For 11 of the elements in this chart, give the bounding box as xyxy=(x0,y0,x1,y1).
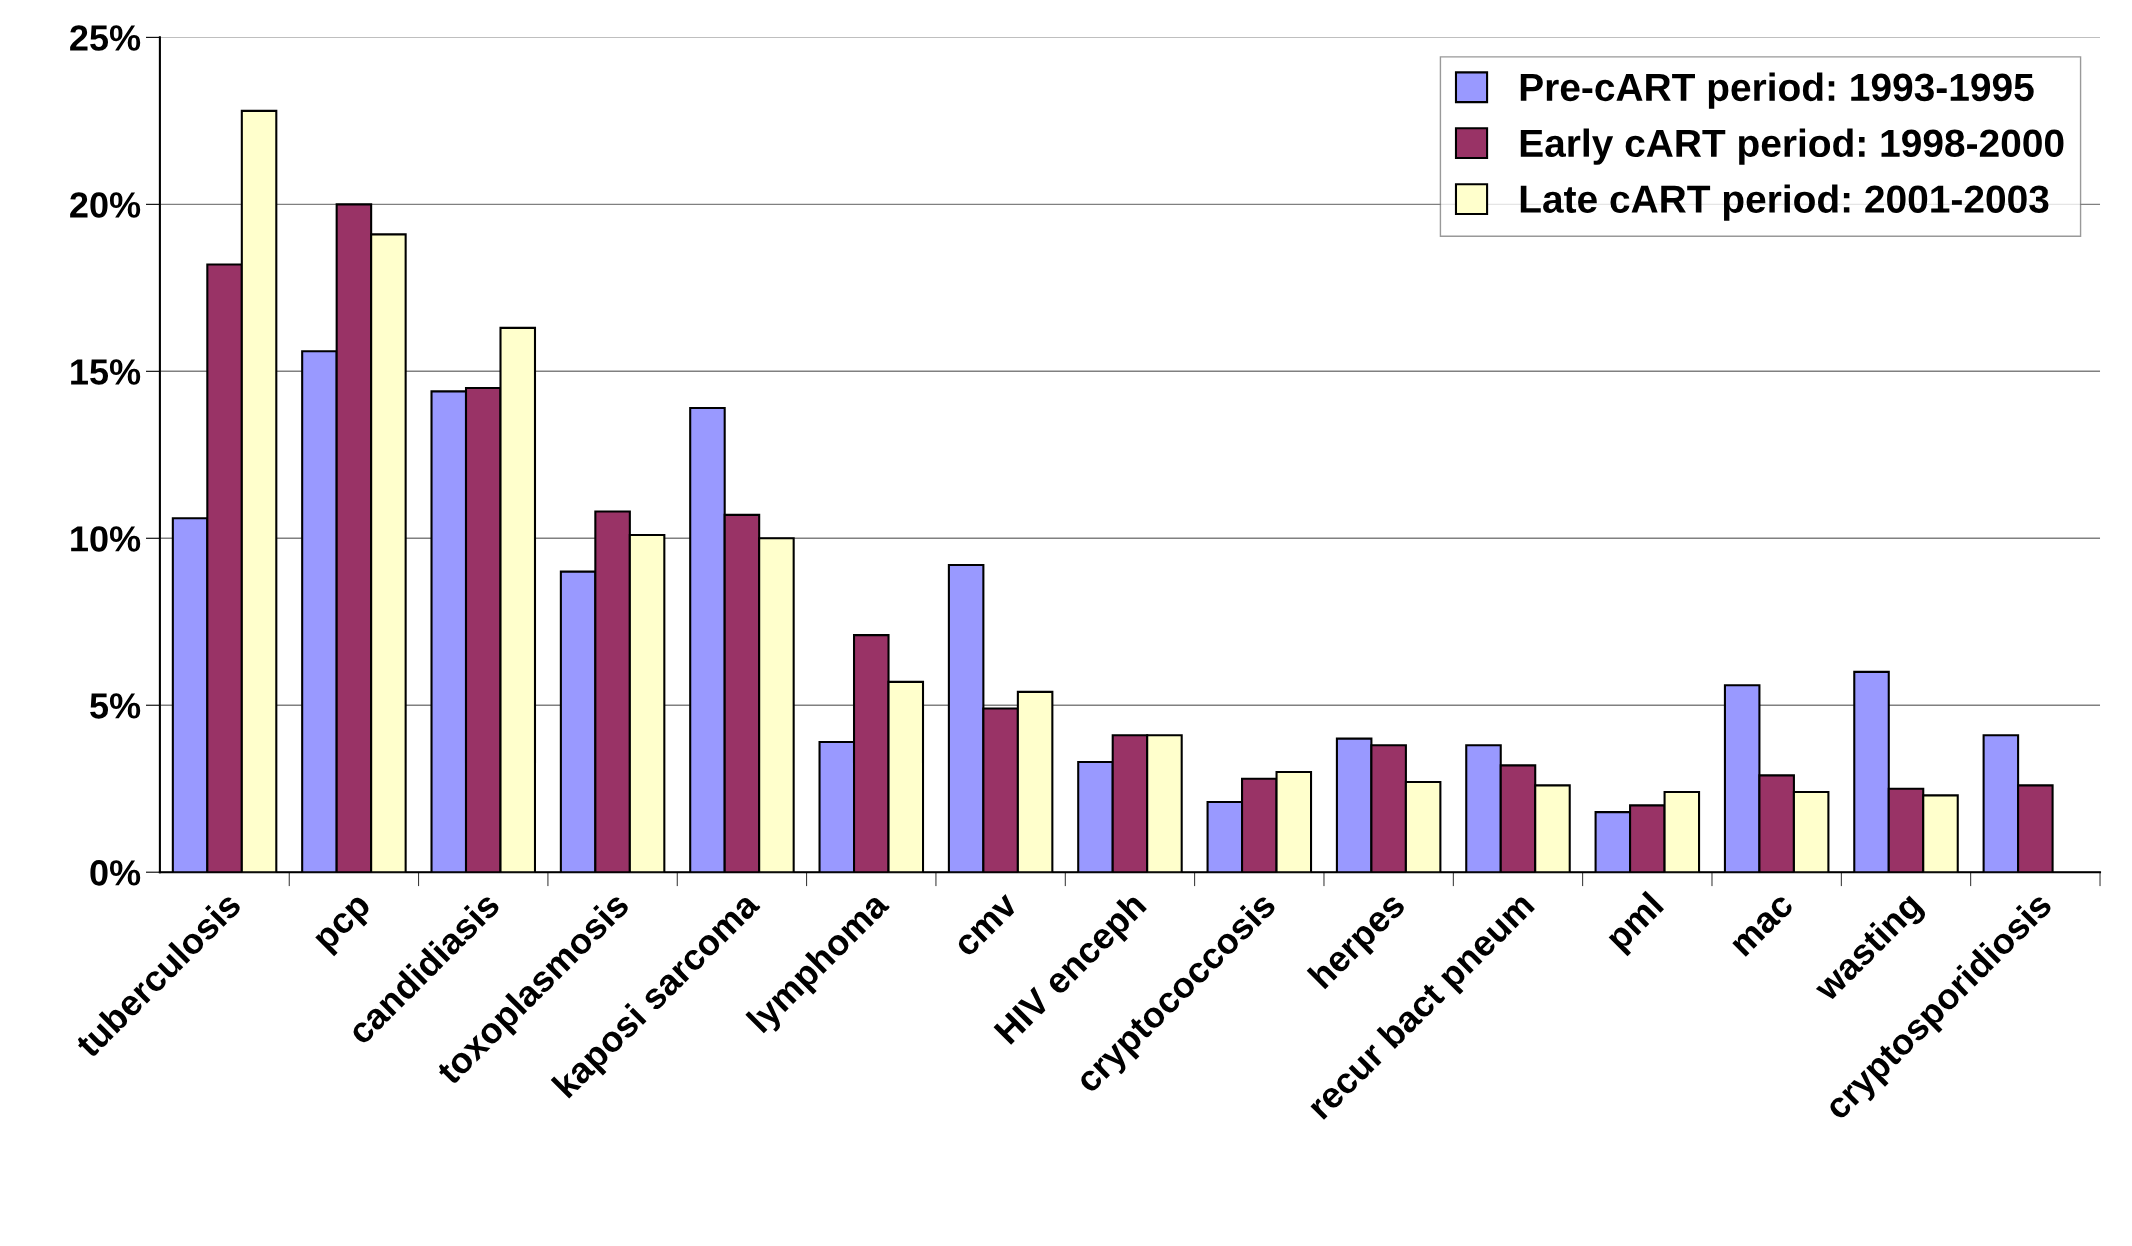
y-tick-label: 10% xyxy=(71,526,141,552)
y-tick-label: 0% xyxy=(90,860,141,886)
y-tick-label: 15% xyxy=(71,359,141,385)
y-tick-label: 5% xyxy=(90,693,141,719)
legend-label: Pre-cART period: 1993-1995 xyxy=(1520,72,2034,109)
y-tick-label: 25% xyxy=(70,25,141,51)
x-tick-label: mac xyxy=(1732,894,1795,958)
legend-label: Late cART period: 2001-2003 xyxy=(1520,184,2049,221)
y-tick-label: 20% xyxy=(70,192,141,218)
x-tick-label: cmv xyxy=(955,893,1020,958)
legend-label: Early cART period: 1998-2000 xyxy=(1520,128,2064,165)
